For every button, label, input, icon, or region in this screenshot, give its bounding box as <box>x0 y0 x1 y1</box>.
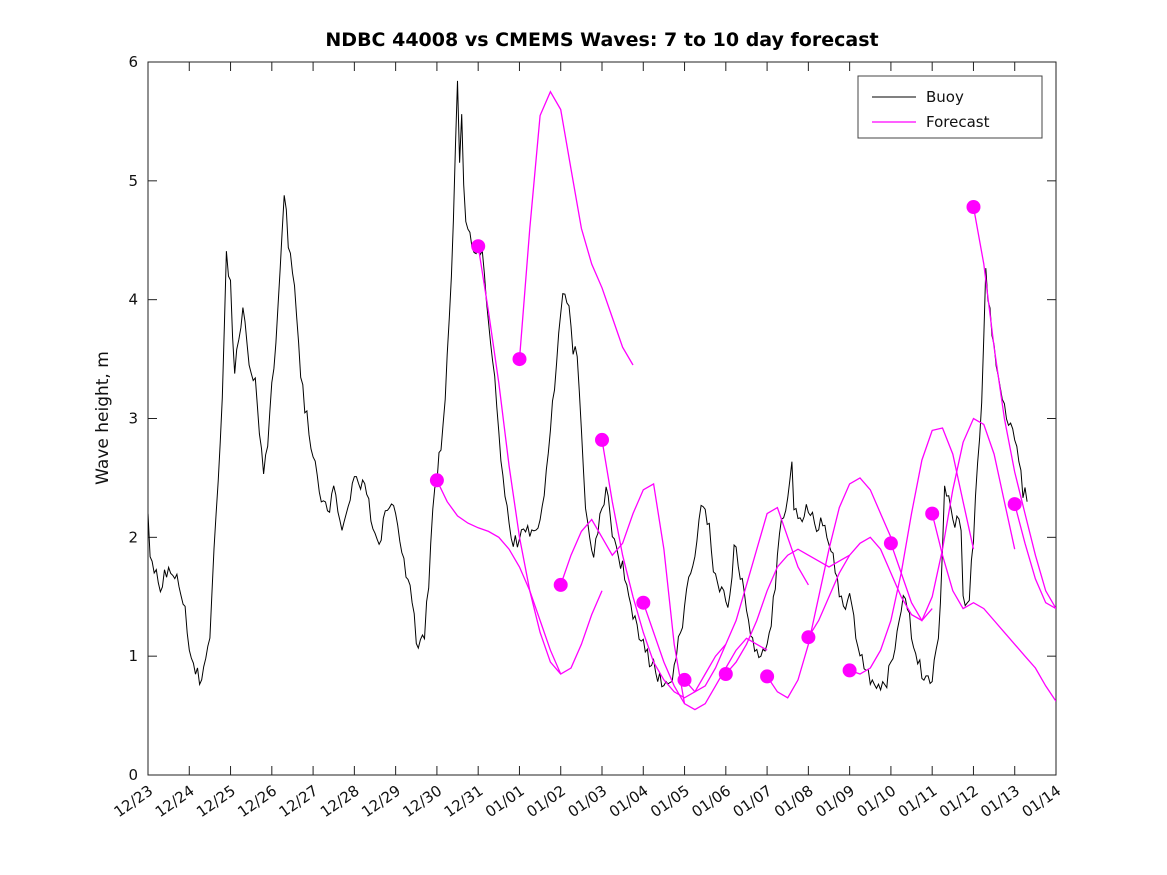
forecast-series-line <box>890 417 1016 622</box>
forecast-series-line <box>931 513 1056 702</box>
forecast-start-dot <box>553 577 568 592</box>
forecast-start-dot <box>677 672 692 687</box>
buoy-series-line <box>148 80 1028 692</box>
forecast-start-dot <box>925 506 940 521</box>
x-tick-label: 12/29 <box>358 782 404 822</box>
forecast-series-line <box>725 548 850 675</box>
forecast-start-dot <box>512 352 527 367</box>
y-tick-label: 5 <box>128 172 138 190</box>
x-tick-label: 01/05 <box>647 782 693 822</box>
forecast-series-line <box>518 90 634 366</box>
x-tick-label: 01/09 <box>812 782 858 822</box>
x-tick-label: 01/13 <box>977 782 1023 822</box>
forecast-series-line <box>766 477 892 699</box>
forecast-series-line <box>684 506 809 693</box>
forecast-start-dots <box>429 200 1022 687</box>
y-tick-label: 0 <box>128 766 138 784</box>
forecast-series-line <box>436 480 562 675</box>
forecast-series-line <box>972 206 1056 609</box>
forecast-start-dot <box>1007 497 1022 512</box>
x-tick-label: 01/02 <box>523 782 569 822</box>
forecast-series-line <box>642 602 768 711</box>
forecast-start-dot <box>718 667 733 681</box>
forecast-start-dot <box>636 595 651 610</box>
forecast-series-line <box>1014 503 1056 610</box>
y-tick-label: 1 <box>128 647 138 665</box>
y-tick-label: 4 <box>128 291 138 309</box>
legend: Buoy Forecast <box>857 75 1043 139</box>
forecast-start-dot <box>801 630 816 645</box>
x-tick-label: 12/23 <box>111 782 157 822</box>
forecast-series-line <box>849 427 975 675</box>
axes-box <box>147 61 1057 776</box>
axes: 012345612/2312/2412/2512/2612/2712/2812/… <box>111 53 1065 821</box>
y-tick-label: 3 <box>128 410 138 428</box>
x-tick-label: 01/07 <box>730 782 776 822</box>
y-tick-label: 6 <box>128 53 138 71</box>
x-tick-label: 01/01 <box>482 782 528 822</box>
forecast-series-line <box>601 439 727 699</box>
forecast-start-dot <box>966 200 981 214</box>
x-tick-label: 01/08 <box>771 782 817 822</box>
plot-series <box>148 80 1056 711</box>
x-tick-label: 01/10 <box>853 782 899 822</box>
forecast-start-dot <box>842 663 857 678</box>
x-tick-label: 12/24 <box>152 782 198 822</box>
x-tick-label: 01/03 <box>565 782 611 822</box>
forecast-start-dot <box>429 473 444 488</box>
chart-title: NDBC 44008 vs CMEMS Waves: 7 to 10 day f… <box>325 29 878 51</box>
x-tick-label: 01/12 <box>936 782 982 822</box>
legend-label-buoy: Buoy <box>926 88 964 106</box>
x-tick-label: 12/26 <box>234 782 280 822</box>
x-tick-label: 01/11 <box>895 782 941 822</box>
x-tick-label: 12/27 <box>276 782 322 822</box>
forecast-start-dot <box>760 669 775 684</box>
forecast-series-line <box>560 482 686 704</box>
x-tick-label: 01/14 <box>1019 782 1065 822</box>
x-tick-label: 01/06 <box>688 782 734 822</box>
legend-label-forecast: Forecast <box>926 113 990 131</box>
forecast-series-line <box>477 246 603 675</box>
x-tick-label: 12/25 <box>193 782 239 822</box>
x-tick-label: 12/31 <box>441 782 487 822</box>
x-tick-label: 12/30 <box>399 782 445 822</box>
x-tick-label: 12/28 <box>317 782 363 822</box>
forecast-start-dot <box>471 239 486 254</box>
x-tick-label: 01/04 <box>606 782 652 822</box>
y-tick-label: 2 <box>128 528 138 546</box>
forecast-series-line <box>807 536 933 638</box>
forecast-start-dot <box>595 432 609 447</box>
forecast-start-dot <box>883 536 898 551</box>
legend-box <box>857 75 1043 139</box>
y-axis-label: Wave height, m <box>93 351 113 485</box>
